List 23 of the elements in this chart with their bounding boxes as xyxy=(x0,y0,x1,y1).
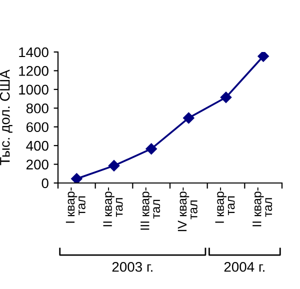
x-tick-label: I квар- тал xyxy=(66,187,86,223)
y-tick-label: 200 xyxy=(26,160,48,170)
y-tick-label: 1000 xyxy=(19,84,48,95)
y-tick-label: 1400 xyxy=(19,47,48,58)
point xyxy=(108,160,120,172)
point xyxy=(183,112,194,124)
point xyxy=(258,52,269,62)
point xyxy=(146,143,157,154)
point xyxy=(220,92,232,103)
text: 2004 г. xyxy=(224,262,264,272)
x-tick-label: III квар- тал xyxy=(140,187,160,230)
y-tick-label: 400 xyxy=(26,140,48,151)
x-tick-label: IV квар- тал xyxy=(178,187,198,232)
x-tick-label: II квар- тал xyxy=(252,187,272,226)
y-tick-label: 0 xyxy=(42,178,48,188)
text: 2003 г. xyxy=(112,262,152,272)
x-tick-label: II квар- тал xyxy=(103,187,123,226)
y-axis-title: Тыс. дол. США xyxy=(0,70,12,166)
y-tick-label: 600 xyxy=(26,122,48,132)
y-tick-label: 800 xyxy=(26,103,48,114)
point xyxy=(71,173,82,183)
y-tick-label: 1200 xyxy=(19,66,48,76)
x-tick-label: I квар- тал xyxy=(215,187,235,223)
